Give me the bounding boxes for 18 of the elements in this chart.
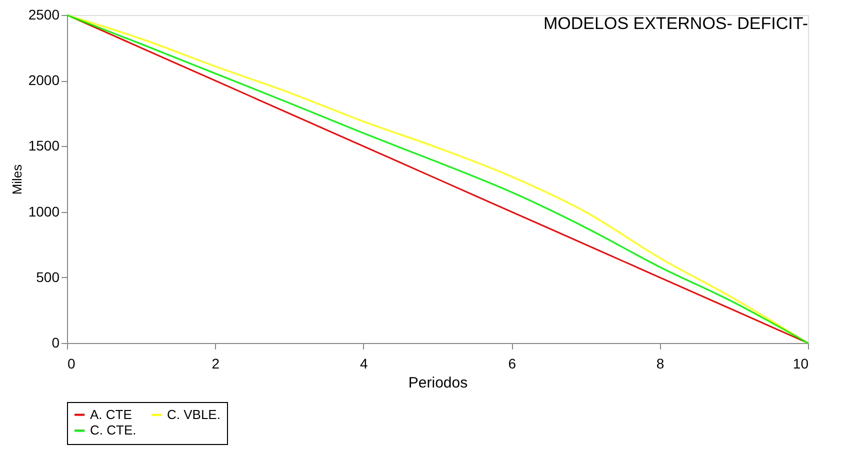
y-tick-label: 2000 (28, 72, 60, 88)
x-tick-label: 4 (360, 356, 368, 372)
y-tick-label: 500 (36, 268, 60, 285)
chart-title: MODELOS EXTERNOS- DEFICIT- (544, 14, 808, 33)
y-axis-title: Miles (9, 164, 24, 195)
y-tick-label: 2500 (28, 6, 60, 22)
legend-label: A. CTE (90, 406, 132, 422)
legend-label: C. VBLE. (167, 406, 220, 422)
y-tick-label: 0 (52, 334, 60, 350)
x-tick-label: 0 (68, 356, 76, 372)
x-tick-label: 6 (508, 356, 516, 372)
x-tick-label: 8 (656, 356, 664, 372)
x-tick-label: 10 (792, 356, 809, 372)
y-tick-label: 1000 (28, 203, 60, 220)
y-tick-label: 1500 (28, 138, 60, 154)
x-axis-title: Periodos (408, 374, 468, 392)
legend-label: C. CTE. (90, 422, 136, 438)
x-tick-label: 2 (212, 356, 220, 372)
